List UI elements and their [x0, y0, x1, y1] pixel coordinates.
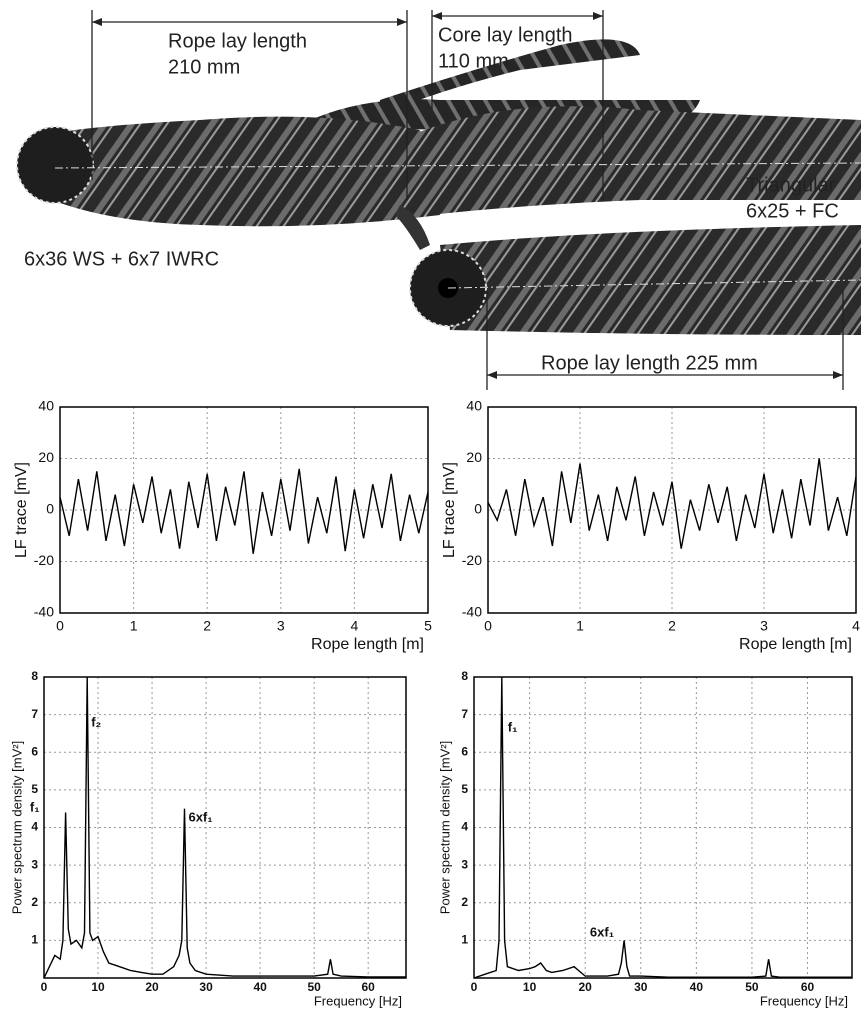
y-tick-label: 3 — [461, 857, 468, 871]
x-tick-label: 60 — [361, 980, 375, 994]
y-tick-label: 40 — [466, 398, 482, 414]
y-tick-label: -40 — [34, 604, 54, 620]
x-tick-label: 20 — [578, 980, 592, 994]
arrowheads — [92, 12, 843, 379]
rope-photo — [16, 10, 861, 390]
rope-core — [400, 106, 861, 215]
x-tick-label: 4 — [852, 618, 860, 634]
y-tick-label: 5 — [461, 782, 468, 796]
y-tick-label: 2 — [461, 895, 468, 909]
label: Rope lay length — [168, 30, 307, 52]
y-axis-label: Power spectrum density [mV²] — [9, 741, 24, 914]
y-axis-label: Power spectrum density [mV²] — [437, 741, 452, 914]
y-tick-label: 8 — [461, 669, 468, 683]
x-axis-label: Rope length [m] — [311, 636, 424, 653]
x-tick-label: 3 — [277, 618, 285, 634]
y-tick-label: 40 — [38, 398, 54, 414]
x-tick-label: 40 — [253, 980, 267, 994]
rope-right — [440, 225, 861, 335]
x-tick-label: 1 — [130, 618, 138, 634]
x-tick-label: 10 — [91, 980, 105, 994]
x-tick-label: 0 — [484, 618, 492, 634]
y-tick-label: 20 — [38, 449, 54, 465]
x-axis-label: Frequency [Hz] — [314, 993, 402, 1008]
y-tick-label: 1 — [461, 933, 468, 947]
x-tick-label: 3 — [760, 618, 768, 634]
y-tick-label: 1 — [31, 933, 38, 947]
data-line — [487, 458, 857, 549]
annotation: 6xf₁ — [188, 809, 212, 824]
y-tick-label: 7 — [461, 707, 468, 721]
annotation: 6xf₁ — [590, 924, 614, 939]
y-tick-label: 2 — [31, 895, 38, 909]
x-tick-label: 2 — [668, 618, 676, 634]
axis-lines — [54, 162, 861, 289]
y-tick-label: 8 — [31, 669, 38, 683]
data-line — [473, 676, 852, 979]
y-axis-label: LF trace [mV] — [441, 462, 458, 558]
rope-section — [16, 126, 94, 204]
label: Rope lay length 225 mm — [541, 352, 758, 374]
rope-left — [40, 116, 440, 227]
x-tick-label: 40 — [690, 980, 704, 994]
x-axis-label: Frequency [Hz] — [760, 993, 848, 1008]
x-tick-label: 0 — [471, 980, 478, 994]
label: 210 mm — [168, 56, 240, 78]
y-tick-label: 7 — [31, 707, 38, 721]
x-tick-label: 5 — [424, 618, 432, 634]
y-tick-label: -40 — [462, 604, 482, 620]
x-tick-label: 50 — [307, 980, 321, 994]
y-tick-label: 0 — [474, 501, 482, 517]
data-line — [43, 676, 406, 979]
y-tick-label: 0 — [46, 501, 54, 517]
y-tick-label: 5 — [31, 782, 38, 796]
y-axis-label: LF trace [mV] — [13, 462, 30, 558]
annotation: f₁ — [30, 799, 40, 814]
x-tick-label: 0 — [56, 618, 64, 634]
annotation: f₁ — [508, 719, 518, 734]
y-tick-label: -20 — [462, 552, 482, 568]
label: Triangular — [746, 174, 836, 196]
plot-frame — [59, 406, 429, 614]
y-tick-label: 3 — [31, 857, 38, 871]
x-tick-label: 2 — [203, 618, 211, 634]
label: Core lay length — [438, 24, 573, 46]
plot-frame — [473, 676, 853, 979]
rope-strand — [380, 39, 640, 115]
x-tick-label: 1 — [576, 618, 584, 634]
rope-strand — [395, 205, 430, 250]
x-tick-label: 50 — [745, 980, 759, 994]
y-tick-label: 20 — [466, 449, 482, 465]
data-line — [59, 468, 429, 554]
y-tick-label: 4 — [31, 820, 38, 834]
x-tick-label: 10 — [523, 980, 537, 994]
y-tick-label: 6 — [461, 744, 468, 758]
x-tick-label: 30 — [199, 980, 213, 994]
dimension-lines — [91, 10, 844, 390]
y-tick-label: 4 — [461, 820, 468, 834]
x-tick-label: 4 — [351, 618, 359, 634]
label: 6x36 WS + 6x7 IWRC — [24, 248, 219, 270]
x-tick-label: 30 — [634, 980, 648, 994]
x-axis-label: Rope length [m] — [739, 636, 852, 653]
x-tick-label: 20 — [145, 980, 159, 994]
label: 110 mm — [438, 50, 509, 72]
plot-frame — [487, 406, 857, 614]
annotation: f₂ — [91, 714, 101, 729]
plot-frame — [43, 676, 407, 979]
label: 6x25 + FC — [746, 200, 839, 222]
y-tick-label: -20 — [34, 552, 54, 568]
x-tick-label: 0 — [41, 980, 48, 994]
x-tick-label: 60 — [801, 980, 815, 994]
y-tick-label: 6 — [31, 744, 38, 758]
